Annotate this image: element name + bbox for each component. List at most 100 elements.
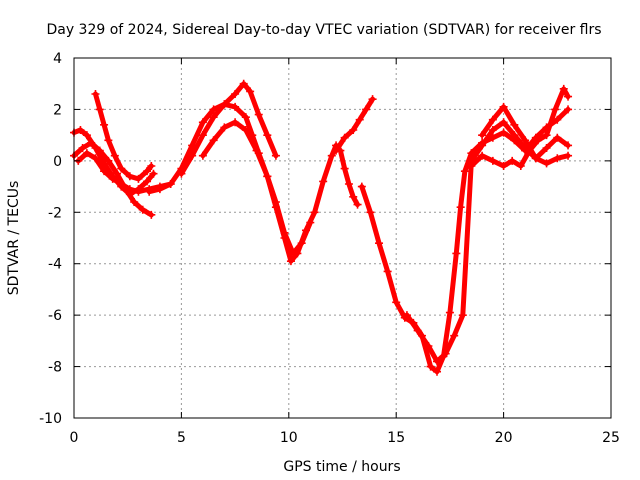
series-track-late-2 [478, 102, 573, 168]
series-band [93, 91, 154, 182]
plus-marker [441, 349, 450, 358]
plus-marker [553, 115, 562, 124]
plus-marker [87, 138, 96, 147]
plus-marker [456, 203, 465, 212]
series-band [71, 140, 154, 218]
plus-marker [327, 151, 336, 160]
plus-marker [564, 105, 573, 114]
y-tick-labels: -10 -8 -6 -4 -2 0 2 4 [39, 51, 62, 427]
plus-marker [499, 102, 508, 111]
plus-marker [138, 205, 147, 214]
plus-marker [108, 174, 117, 183]
plus-marker [117, 180, 126, 188]
plus-marker [478, 131, 487, 140]
x-tick-label: 15 [387, 430, 405, 446]
plus-marker [130, 198, 139, 206]
plus-marker [499, 118, 508, 127]
x-tick-labels: 0 5 10 15 20 25 [70, 430, 620, 446]
plus-marker [125, 172, 134, 181]
plus-marker [559, 84, 568, 93]
plus-marker [542, 144, 551, 152]
x-tick-label: 10 [280, 430, 298, 446]
plus-marker [134, 187, 143, 196]
plus-marker [340, 164, 349, 173]
y-tick-label: -8 [48, 360, 62, 376]
plus-marker [143, 167, 152, 176]
series-track-main [145, 100, 362, 266]
plus-marker [499, 162, 508, 170]
plus-marker [263, 131, 272, 140]
plus-marker [402, 311, 411, 320]
plus-marker [375, 239, 384, 248]
x-tick-label: 25 [602, 430, 620, 446]
plus-marker [231, 90, 240, 98]
plus-marker [383, 267, 392, 276]
plus-marker [95, 146, 104, 155]
plus-marker [91, 154, 100, 163]
plus-marker [188, 151, 197, 160]
y-axis-label: SDTVAR / TECUs [6, 181, 22, 296]
plus-marker [271, 198, 280, 206]
plus-marker [413, 326, 422, 335]
y-tick-label: -2 [48, 205, 62, 221]
plus-marker [542, 131, 551, 140]
plus-marker [542, 159, 551, 168]
plus-marker [297, 239, 306, 248]
plus-marker [433, 357, 442, 366]
plus-marker [319, 177, 328, 186]
plus-marker [125, 185, 134, 194]
plot-frame [73, 57, 612, 419]
plus-marker [134, 174, 143, 183]
plus-marker [155, 185, 164, 194]
plus-marker [516, 162, 525, 170]
plus-marker [488, 126, 497, 134]
plus-marker [508, 156, 517, 165]
series-track-lower [198, 118, 315, 258]
plus-marker [460, 167, 469, 176]
y-tick-label: -4 [48, 257, 62, 273]
y-tick-label: 0 [53, 154, 62, 170]
plus-marker [78, 144, 87, 152]
plus-marker [332, 146, 341, 155]
plus-marker [104, 136, 113, 145]
plus-marker [433, 367, 442, 376]
plus-marker [310, 208, 319, 217]
plus-marker [147, 162, 156, 170]
plus-marker [110, 151, 119, 160]
plus-marker [450, 331, 459, 340]
plus-marker [458, 311, 467, 320]
plus-marker [286, 257, 295, 266]
plus-marker [392, 298, 401, 307]
plus-marker [104, 156, 113, 165]
plus-marker [198, 118, 207, 127]
plus-marker [478, 151, 487, 160]
plus-marker [145, 187, 154, 196]
plus-marker [263, 172, 272, 181]
plus-marker [564, 141, 573, 150]
plus-marker [488, 156, 497, 165]
series-track-trough-2 [402, 118, 573, 366]
plus-marker [246, 87, 255, 96]
plus-marker [231, 102, 240, 111]
plus-marker [499, 128, 508, 137]
plus-marker [252, 146, 261, 155]
plus-marker [177, 169, 186, 178]
plus-marker [166, 180, 175, 188]
series-track-upper [177, 79, 280, 178]
plus-marker [553, 154, 562, 163]
chart-title: Day 329 of 2024, Sidereal Day-to-day VTE… [46, 22, 601, 38]
plus-marker [521, 136, 530, 145]
plus-marker [289, 249, 298, 258]
plus-marker [368, 95, 377, 104]
x-tick-label: 20 [495, 430, 513, 446]
plus-marker [209, 113, 218, 122]
plus-marker [355, 115, 364, 124]
plus-marker [82, 131, 91, 140]
plus-marker [553, 133, 562, 142]
plus-marker [424, 342, 433, 350]
plus-marker [231, 118, 240, 127]
plus-marker [241, 113, 250, 122]
axis-ticks [73, 57, 612, 419]
plus-marker [209, 136, 218, 145]
